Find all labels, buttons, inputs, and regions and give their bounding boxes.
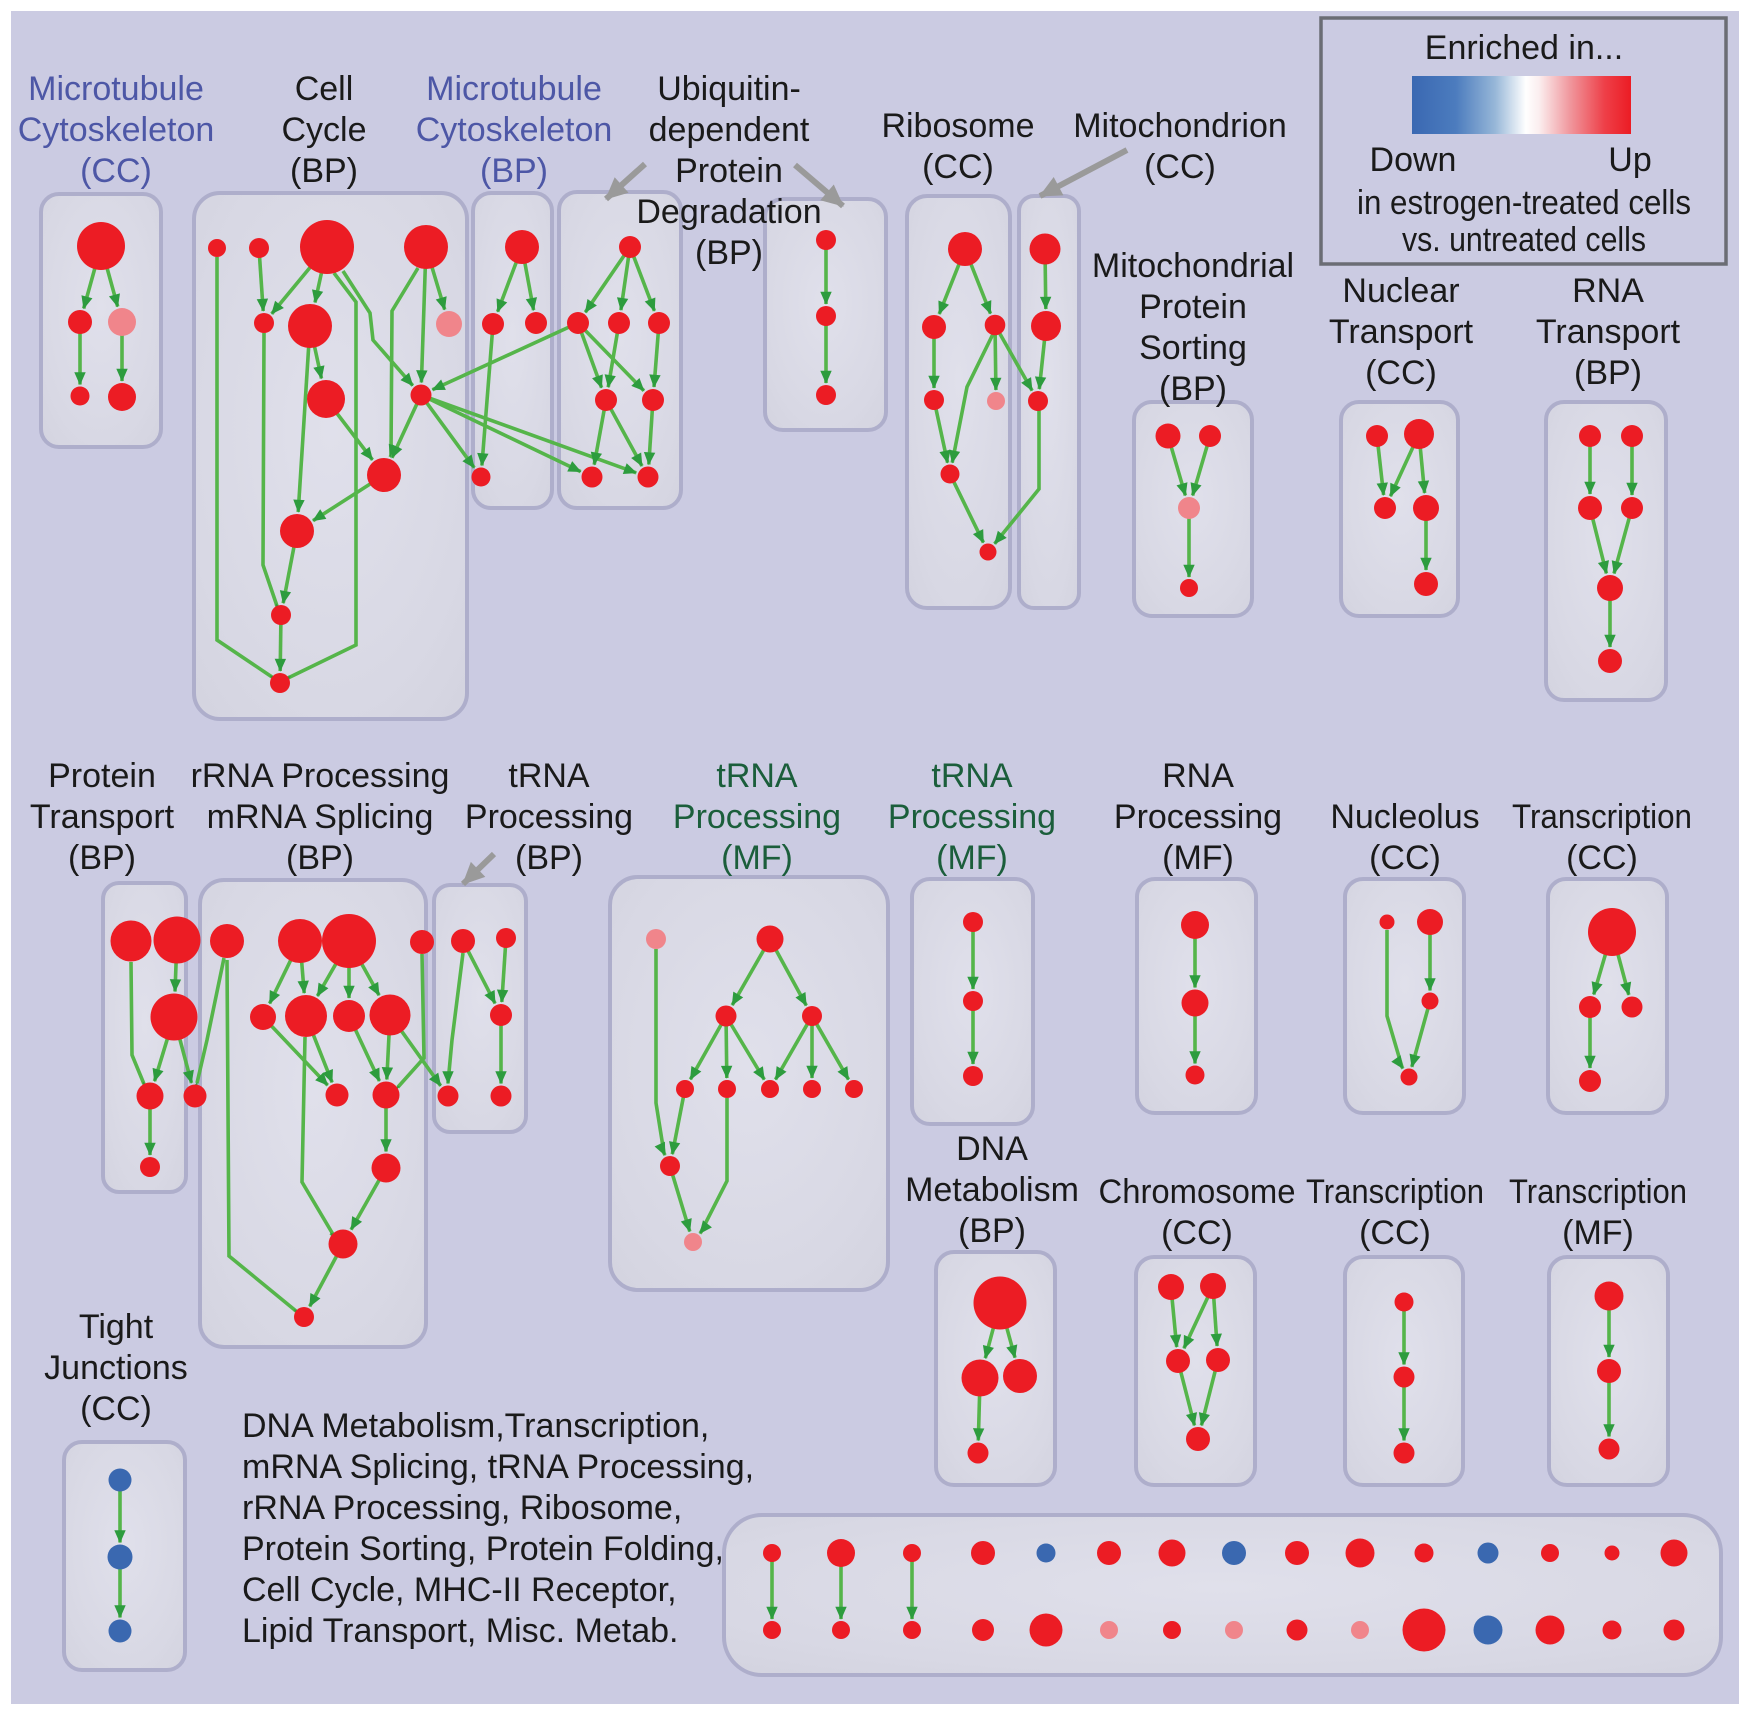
svg-text:(CC): (CC) (1359, 1214, 1431, 1252)
svg-text:tRNA: tRNA (931, 757, 1013, 795)
svg-text:(BP): (BP) (515, 839, 583, 877)
svg-text:Nucleolus: Nucleolus (1330, 798, 1479, 836)
svg-text:Transport: Transport (1329, 313, 1474, 351)
svg-text:(BP): (BP) (1574, 354, 1642, 392)
svg-text:RNA: RNA (1572, 272, 1644, 310)
svg-text:Down: Down (1370, 141, 1457, 179)
svg-text:vs. untreated cells: vs. untreated cells (1402, 221, 1646, 259)
svg-text:(CC): (CC) (1566, 839, 1638, 877)
svg-text:(MF): (MF) (1562, 1214, 1634, 1252)
svg-text:tRNA: tRNA (508, 757, 590, 795)
svg-text:Processing: Processing (673, 798, 841, 836)
svg-text:Processing: Processing (1114, 798, 1282, 836)
svg-text:(CC): (CC) (922, 148, 994, 186)
svg-text:Transcription: Transcription (1509, 1173, 1687, 1211)
svg-text:(MF): (MF) (1162, 839, 1234, 877)
svg-text:Cycle: Cycle (281, 111, 366, 149)
svg-text:Protein: Protein (48, 757, 156, 795)
svg-text:DNA: DNA (956, 1130, 1028, 1168)
svg-text:Microtubule: Microtubule (426, 70, 602, 108)
svg-text:Cell: Cell (295, 70, 354, 108)
svg-text:(BP): (BP) (695, 234, 763, 272)
svg-text:Degradation: Degradation (636, 193, 821, 231)
svg-text:Ubiquitin-: Ubiquitin- (657, 70, 801, 108)
svg-text:DNA Metabolism,Transcription,: DNA Metabolism,Transcription, (242, 1407, 709, 1445)
svg-text:Chromosome: Chromosome (1099, 1173, 1296, 1211)
svg-text:(CC): (CC) (80, 1390, 152, 1428)
svg-text:Microtubule: Microtubule (28, 70, 204, 108)
svg-text:mRNA Splicing: mRNA Splicing (207, 798, 434, 836)
svg-text:rRNA Processing: rRNA Processing (191, 757, 450, 795)
svg-text:(BP): (BP) (290, 152, 358, 190)
svg-text:(CC): (CC) (1365, 354, 1437, 392)
svg-text:Ribosome: Ribosome (881, 107, 1034, 145)
svg-text:(CC): (CC) (1161, 1214, 1233, 1252)
svg-text:(BP): (BP) (286, 839, 354, 877)
svg-text:Metabolism: Metabolism (905, 1171, 1079, 1209)
svg-text:tRNA: tRNA (716, 757, 798, 795)
svg-text:Cytoskeleton: Cytoskeleton (18, 111, 215, 149)
svg-text:(MF): (MF) (936, 839, 1008, 877)
svg-text:(CC): (CC) (1369, 839, 1441, 877)
svg-text:Sorting: Sorting (1139, 329, 1247, 367)
svg-text:Cell Cycle, MHC-II Receptor,: Cell Cycle, MHC-II Receptor, (242, 1571, 677, 1609)
svg-text:RNA: RNA (1162, 757, 1234, 795)
svg-text:(BP): (BP) (68, 839, 136, 877)
svg-text:Transcription: Transcription (1306, 1173, 1484, 1211)
svg-text:Nuclear: Nuclear (1342, 272, 1459, 310)
svg-text:Transport: Transport (30, 798, 175, 836)
svg-text:Processing: Processing (465, 798, 633, 836)
svg-text:Mitochondrial: Mitochondrial (1092, 247, 1294, 285)
svg-text:Lipid Transport, Misc. Metab.: Lipid Transport, Misc. Metab. (242, 1612, 679, 1650)
svg-text:Protein: Protein (675, 152, 783, 190)
svg-text:(BP): (BP) (1159, 370, 1227, 408)
svg-text:(BP): (BP) (480, 152, 548, 190)
svg-text:(MF): (MF) (721, 839, 793, 877)
svg-text:Junctions: Junctions (44, 1349, 188, 1387)
svg-text:Mitochondrion: Mitochondrion (1073, 107, 1287, 145)
svg-text:Protein: Protein (1139, 288, 1247, 326)
svg-text:Cytoskeleton: Cytoskeleton (416, 111, 613, 149)
svg-text:(CC): (CC) (80, 152, 152, 190)
svg-text:Transcription: Transcription (1512, 798, 1692, 836)
svg-text:in estrogen-treated cells: in estrogen-treated cells (1357, 184, 1691, 222)
svg-text:dependent: dependent (649, 111, 810, 149)
svg-text:(BP): (BP) (958, 1212, 1026, 1250)
svg-text:(CC): (CC) (1144, 148, 1216, 186)
svg-text:Up: Up (1608, 141, 1651, 179)
svg-text:Tight: Tight (79, 1308, 154, 1346)
svg-text:Processing: Processing (888, 798, 1056, 836)
svg-text:rRNA Processing, Ribosome,: rRNA Processing, Ribosome, (242, 1489, 682, 1527)
svg-text:Protein Sorting, Protein Foldi: Protein Sorting, Protein Folding, (242, 1530, 724, 1568)
svg-text:Transport: Transport (1536, 313, 1681, 351)
svg-text:mRNA Splicing, tRNA Processing: mRNA Splicing, tRNA Processing, (242, 1448, 754, 1486)
svg-text:Enriched in...: Enriched in... (1425, 29, 1623, 67)
